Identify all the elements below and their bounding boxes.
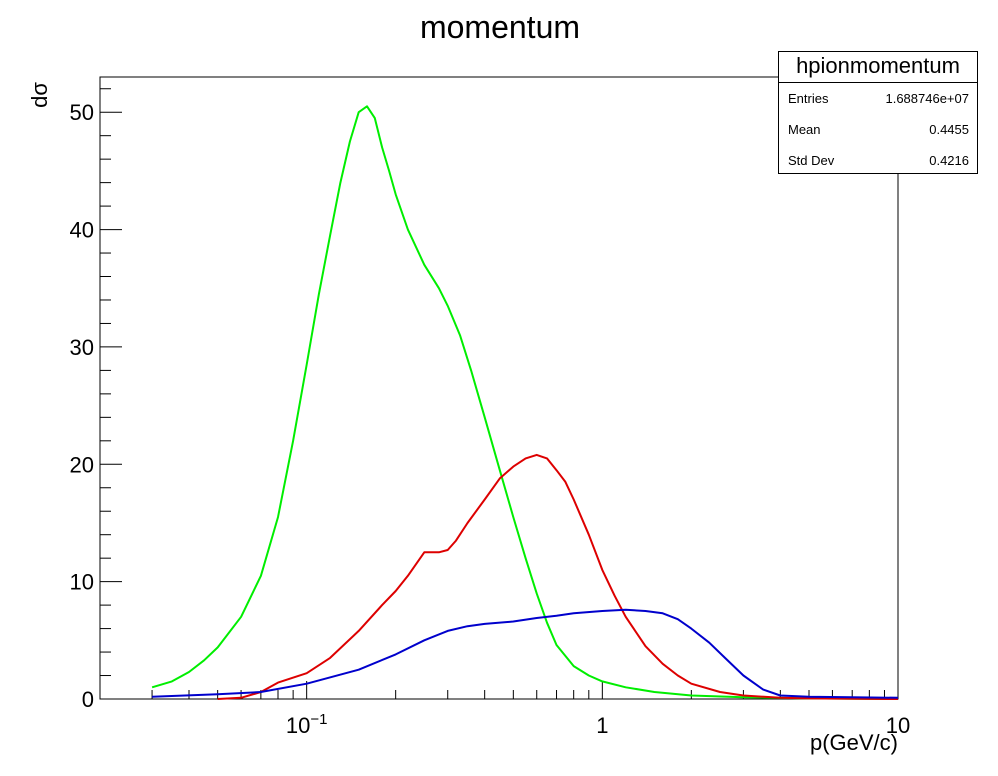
y-tick-label: 30 <box>70 335 94 360</box>
stats-row-stddev: Std Dev 0.4216 <box>779 145 977 176</box>
series-line-3 <box>152 608 899 699</box>
y-tick-label: 50 <box>70 100 94 125</box>
series-line-2 <box>217 453 899 700</box>
stats-row-entries: Entries 1.688746e+07 <box>779 83 977 114</box>
stats-value: 0.4216 <box>929 153 969 168</box>
y-axis-label: dσ <box>27 82 52 108</box>
y-tick-label: 0 <box>82 687 94 712</box>
axes-layer: 0 10 20 30 40 50 10−1 1 10 <box>70 88 910 738</box>
series-layer <box>151 105 899 700</box>
x-axis-label: p(GeV/c) <box>810 730 898 755</box>
chart-title: momentum <box>420 9 580 45</box>
stats-value: 1.688746e+07 <box>885 91 969 106</box>
stats-box: hpionmomentum Entries 1.688746e+07 Mean … <box>778 51 978 174</box>
stats-label: Entries <box>788 91 829 106</box>
stats-histogram-name: hpionmomentum <box>779 52 977 83</box>
x-tick-label: 10 <box>886 713 910 738</box>
y-tick-label: 40 <box>70 218 94 243</box>
y-tick-label: 20 <box>70 452 94 477</box>
x-tick-label: 1 <box>596 713 608 738</box>
stats-label: Mean <box>788 122 821 137</box>
stats-row-mean: Mean 0.4455 <box>779 114 977 145</box>
plot-frame <box>99 76 899 700</box>
series-line-1 <box>151 105 899 700</box>
y-tick-label: 10 <box>70 570 94 595</box>
x-tick-label: 10−1 <box>286 711 328 738</box>
stats-value: 0.4455 <box>929 122 969 137</box>
stats-label: Std Dev <box>788 153 835 168</box>
